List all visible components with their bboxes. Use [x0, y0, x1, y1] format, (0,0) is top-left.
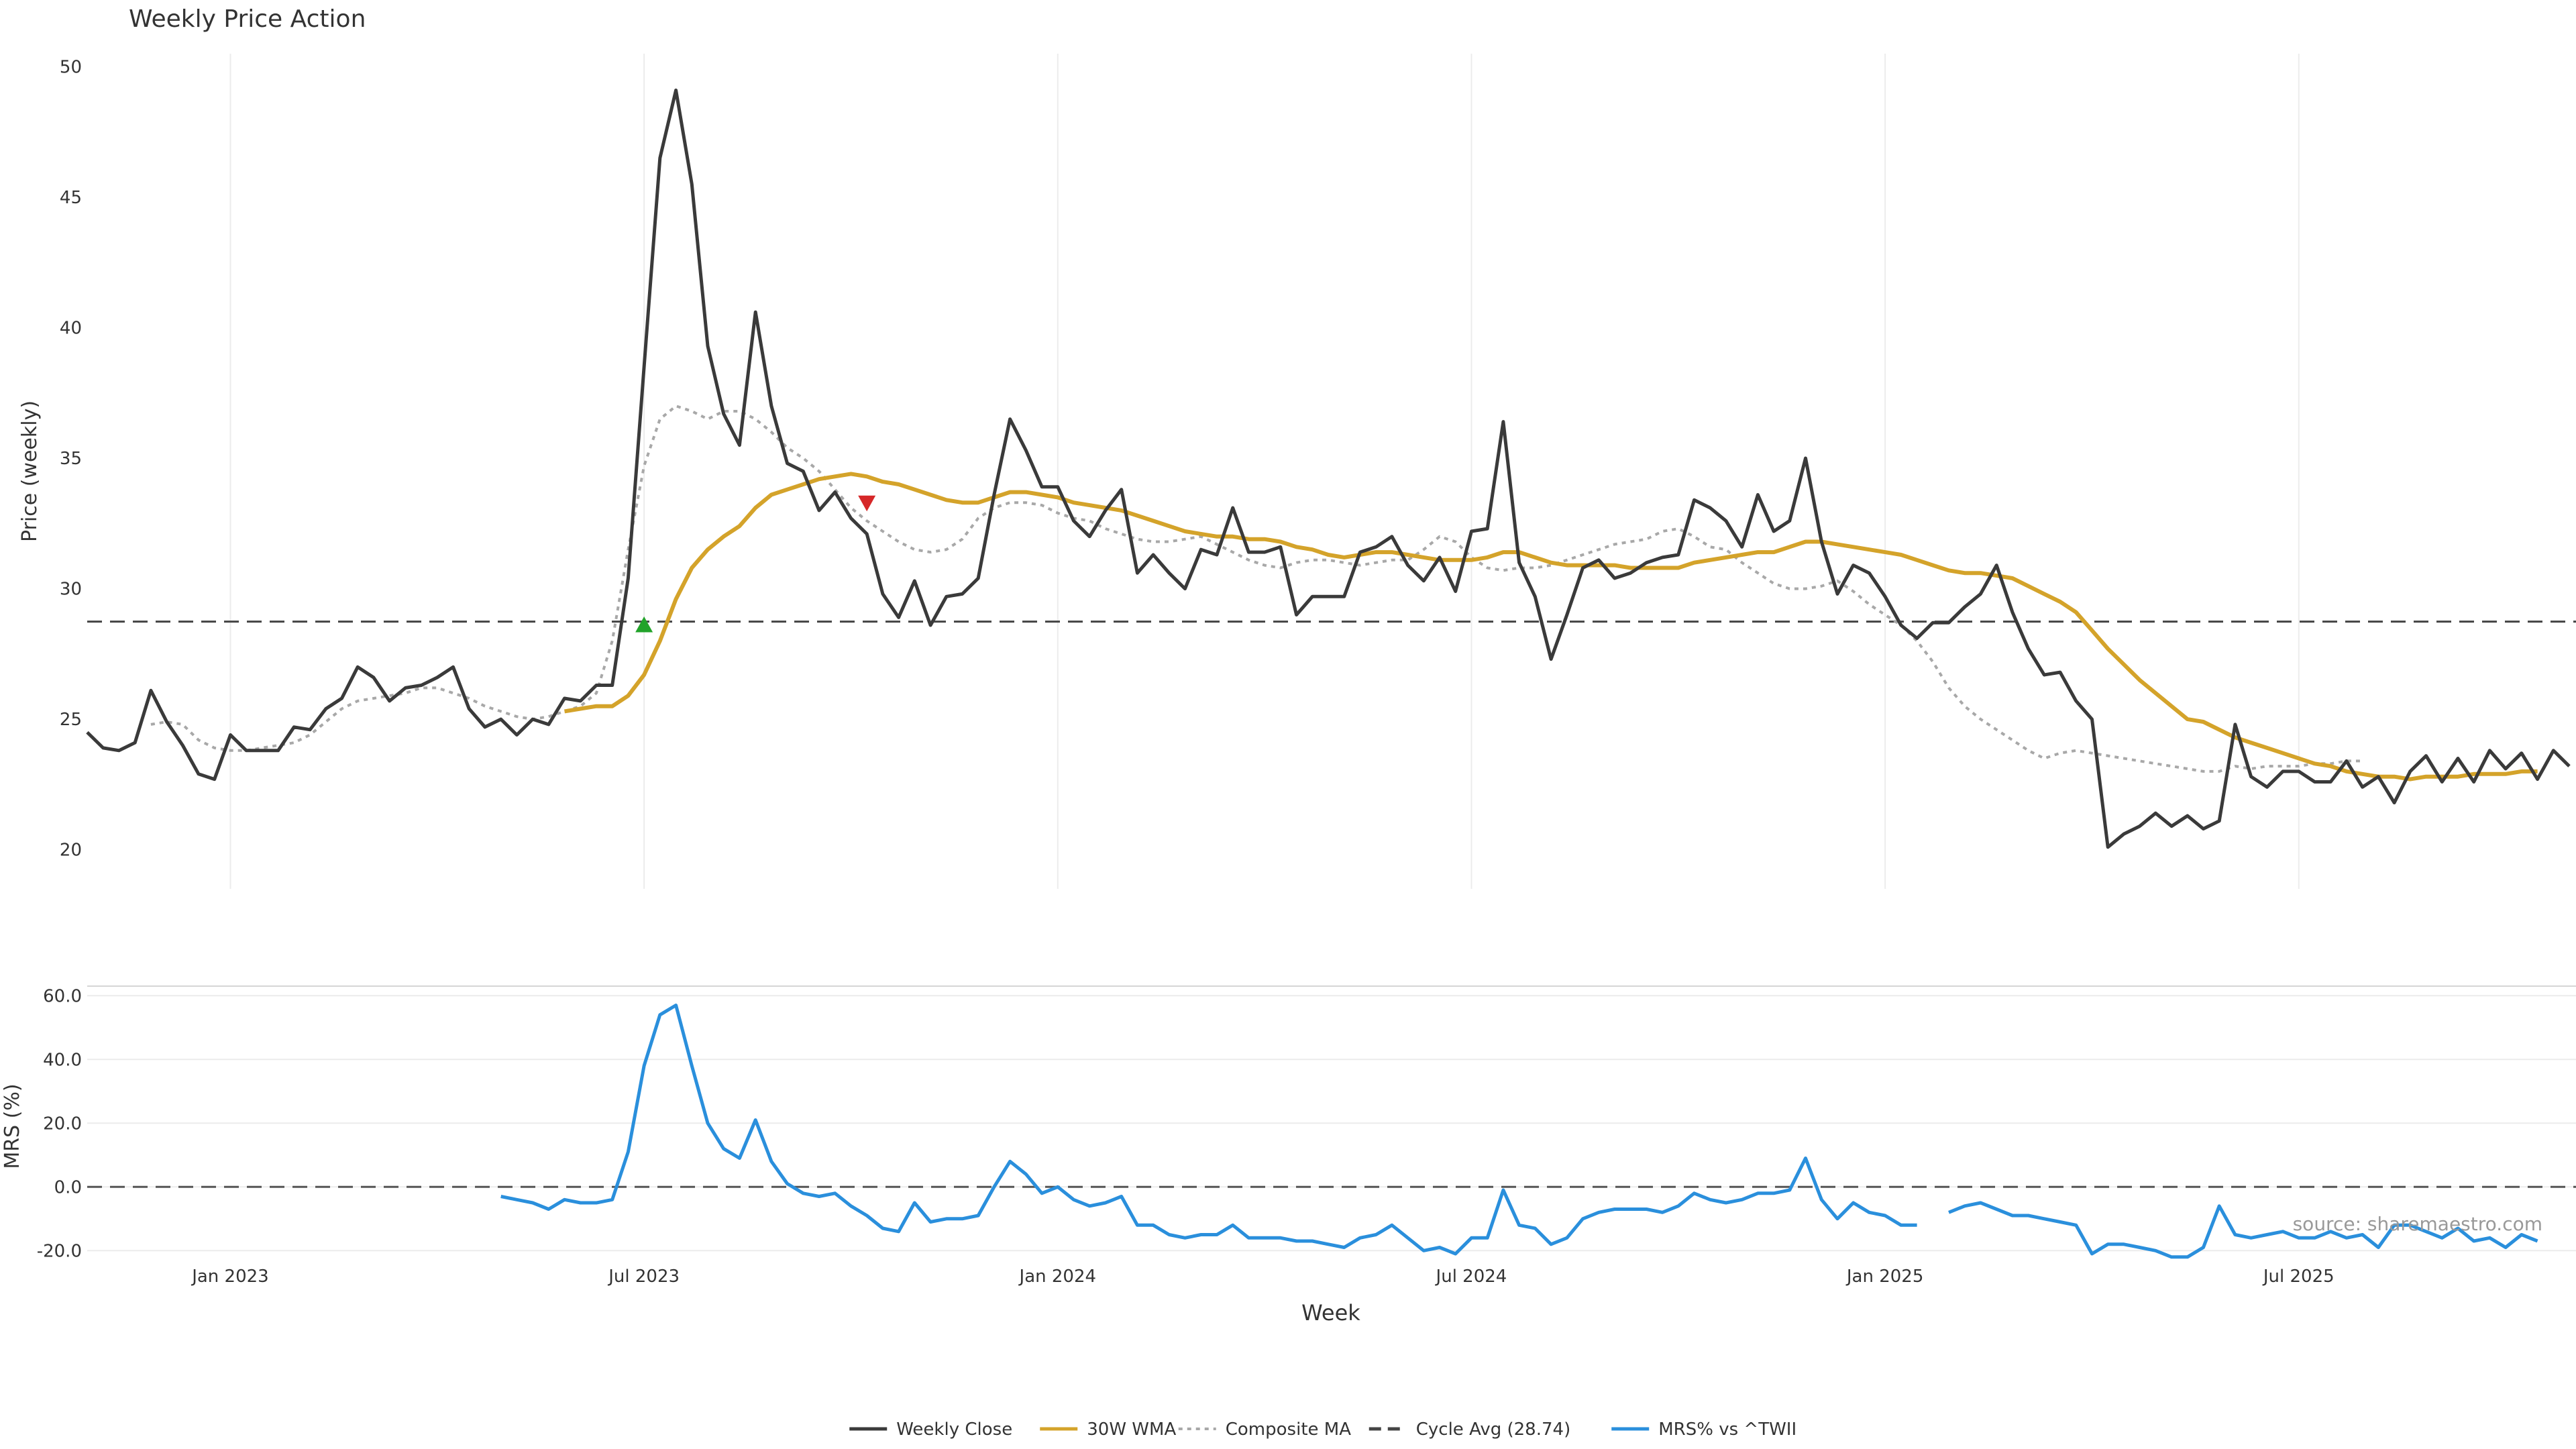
- mrs-ytick-40: 40.0: [43, 1050, 82, 1070]
- legend-label: Weekly Close: [896, 1419, 1012, 1440]
- mrs-series-group: [500, 1004, 2538, 1259]
- mrs-y-ticks: -20.0 0.0 20.0 40.0 60.0: [37, 986, 82, 1261]
- price-y-axis-label: Price (weekly): [18, 400, 42, 542]
- legend-item-2: Composite MA: [1178, 1419, 1351, 1440]
- legend-label: 30W WMA: [1087, 1419, 1176, 1440]
- mrs-gridlines: [87, 995, 2576, 1252]
- buy-signal-marker: [635, 616, 653, 633]
- mrs-ytick-60: 60.0: [43, 986, 82, 1006]
- price-y-ticks: 20 25 30 35 40 45 50: [60, 57, 82, 860]
- chart-legend: Weekly Close 30W WMA Composite MA Cycle Avg…: [849, 1419, 1796, 1440]
- price-ytick-50: 50: [60, 57, 82, 77]
- price-ytick-40: 40: [60, 319, 82, 339]
- signal-markers: [635, 495, 876, 633]
- mrs-ytick-20: 20.0: [43, 1114, 82, 1134]
- legend-item-1: 30W WMA: [1040, 1419, 1176, 1440]
- mrs-y-axis-label: MRS (%): [1, 1083, 24, 1169]
- price-series-group: [86, 89, 2571, 849]
- chart-title: Weekly Price Action: [129, 5, 366, 33]
- series-weekly-close: [86, 89, 2571, 849]
- x-tick-label-4: Jan 2025: [1845, 1267, 1924, 1287]
- mrs-panel: -20.0 0.0 20.0 40.0 60.0 MRS (%) source: sha…: [1, 986, 2576, 1261]
- series-30w-wma: [564, 472, 2538, 782]
- sell-signal-marker: [858, 495, 876, 512]
- x-tick-label-5: Jul 2025: [2262, 1267, 2334, 1287]
- legend-label: MRS% vs ^TWII: [1658, 1419, 1796, 1440]
- price-panel: 20 25 30 35 40 45 50 Price (weekly): [18, 54, 2576, 889]
- legend-label: Cycle Avg (28.74): [1416, 1419, 1570, 1440]
- mrs-ytick-0: 0.0: [54, 1177, 82, 1197]
- series-mrs-vs-twii-segment-0: [500, 1004, 1917, 1256]
- legend-item-3: Cycle Avg (28.74): [1368, 1419, 1570, 1440]
- source-watermark: source: sharemaestro.com: [2293, 1213, 2542, 1235]
- x-tick-label-3: Jul 2024: [1435, 1267, 1507, 1287]
- mrs-ytick--20: -20.0: [37, 1241, 82, 1261]
- x-axis-ticks: Jan 2023 Jul 2023 Jan 2024 Jul 2024 Jan 2025…: [191, 1267, 2334, 1287]
- price-gridlines: [229, 54, 2300, 889]
- x-tick-label-1: Jul 2023: [607, 1267, 680, 1287]
- price-ytick-35: 35: [60, 449, 82, 469]
- series-composite-ma: [150, 405, 2363, 773]
- legend-item-4: MRS% vs ^TWII: [1611, 1419, 1796, 1440]
- x-axis-label: Week: [1301, 1300, 1360, 1326]
- price-ytick-20: 20: [60, 841, 82, 861]
- x-tick-label-0: Jan 2023: [191, 1267, 269, 1287]
- legend-item-0: Weekly Close: [849, 1419, 1012, 1440]
- price-ytick-30: 30: [60, 580, 82, 600]
- price-ytick-25: 25: [60, 710, 82, 730]
- series-mrs-vs-twii-segment-1: [1948, 1201, 2538, 1259]
- legend-label: Composite MA: [1226, 1419, 1351, 1440]
- price-ytick-45: 45: [60, 188, 82, 208]
- x-tick-label-2: Jan 2024: [1018, 1267, 1097, 1287]
